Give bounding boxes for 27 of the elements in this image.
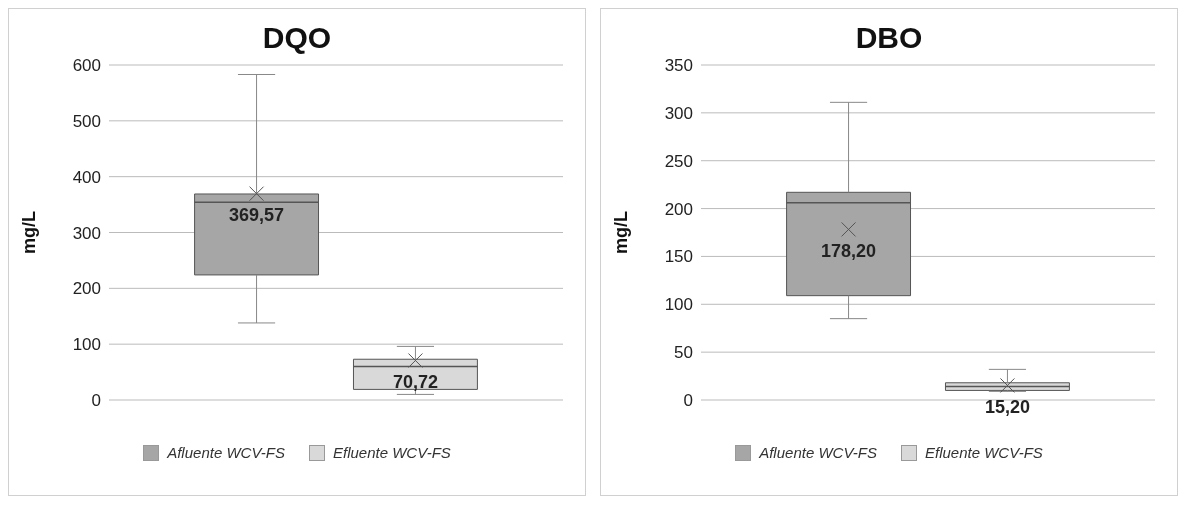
- y-tick-label: 600: [72, 56, 101, 76]
- text: 178,20: [821, 241, 877, 262]
- y-tick-label: 350: [664, 56, 693, 76]
- legend-label: Afluente WCV-FS: [759, 444, 877, 461]
- y-tick-label: 0: [91, 391, 101, 411]
- legend-label: Efluente WCV-FS: [925, 444, 1043, 461]
- y-tick-label: 400: [72, 167, 101, 187]
- text: 15,20: [984, 397, 1030, 418]
- y-tick-label: 150: [664, 247, 693, 267]
- legend-label: Afluente WCV-FS: [167, 444, 285, 461]
- y-tick-label: 200: [664, 199, 693, 219]
- y-tick-label: 300: [664, 103, 693, 123]
- text: 369,57: [229, 205, 285, 226]
- y-tick-label: 100: [664, 295, 693, 315]
- chart-title: DQO: [261, 21, 333, 55]
- y-axis-title: mg/L: [19, 211, 40, 254]
- y-tick-label: 300: [72, 223, 101, 243]
- y-tick-label: 100: [72, 335, 101, 355]
- chart-title: DBO: [854, 21, 924, 55]
- text: 70,72: [392, 372, 438, 393]
- y-tick-label: 0: [683, 391, 693, 411]
- y-tick-label: 500: [72, 111, 101, 131]
- y-tick-label: 200: [72, 279, 101, 299]
- y-axis-title: mg/L: [611, 211, 632, 254]
- y-tick-label: 50: [674, 343, 693, 363]
- y-tick-label: 250: [664, 151, 693, 171]
- legend-label: Efluente WCV-FS: [333, 444, 451, 461]
